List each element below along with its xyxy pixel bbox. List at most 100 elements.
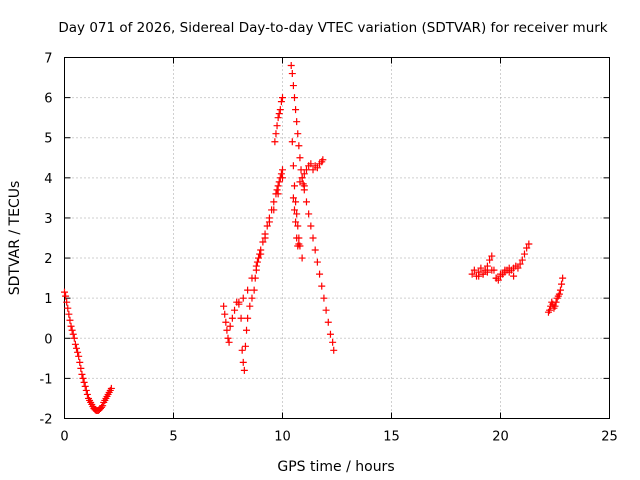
data-point: [311, 246, 319, 254]
plot-frame: [64, 57, 610, 419]
data-point: [290, 94, 298, 102]
data-point: [63, 298, 71, 306]
data-point: [294, 130, 302, 138]
data-point: [75, 352, 83, 360]
data-point: [225, 338, 233, 346]
data-point: [309, 234, 317, 242]
data-point: [279, 166, 286, 174]
data-point: [223, 326, 231, 334]
data-point: [78, 370, 86, 378]
data-point: [239, 358, 247, 366]
data-point: [324, 318, 332, 326]
data-point: [81, 382, 89, 390]
data-point: [243, 326, 251, 334]
data-point: [290, 206, 298, 214]
data-point: [70, 334, 78, 342]
data-point: [275, 178, 283, 186]
data-point: [300, 186, 308, 194]
x-tick-label: 5: [169, 430, 177, 445]
data-point: [64, 304, 72, 312]
data-point: [497, 270, 504, 278]
data-point: [252, 262, 260, 270]
x-tick-label: 10: [274, 430, 291, 445]
data-point: [235, 298, 243, 306]
data-point: [556, 286, 564, 294]
axis-ticks: 0 5 10 15 20 25 -2 -1 0 1 2 3 4 5 6 7: [40, 52, 618, 445]
data-point: [293, 234, 301, 242]
data-point: [326, 330, 334, 338]
data-point: [99, 402, 107, 410]
data-point: [296, 154, 304, 162]
chart-title: Day 071 of 2026, Sidereal Day-to-day VTE…: [58, 20, 607, 36]
data-point: [77, 364, 85, 372]
x-tick-label: 25: [601, 430, 618, 445]
data-point: [488, 266, 496, 274]
data-point: [477, 264, 485, 272]
y-tick-label: 3: [44, 212, 52, 227]
data-point: [224, 334, 232, 342]
data-point: [516, 260, 524, 268]
data-point: [277, 170, 285, 178]
data-point: [221, 310, 229, 318]
data-point: [294, 222, 302, 230]
data-point: [322, 306, 330, 314]
data-point: [66, 316, 74, 324]
data-point: [270, 198, 278, 206]
x-tick-label: 15: [383, 430, 400, 445]
data-point: [271, 138, 279, 146]
data-point: [71, 340, 79, 348]
data-point: [483, 262, 491, 270]
data-point: [231, 306, 239, 314]
y-tick-label: -2: [40, 413, 53, 428]
data-point: [468, 270, 476, 278]
data-point: [523, 244, 531, 252]
data-point: [67, 322, 75, 330]
data-point: [279, 94, 286, 102]
data-point: [107, 384, 115, 392]
data-point: [300, 170, 308, 178]
data-point: [68, 326, 76, 334]
data-point: [313, 164, 321, 172]
data-point: [76, 358, 84, 366]
data-point: [246, 302, 254, 310]
data-point: [65, 310, 73, 318]
data-point: [292, 218, 300, 226]
data-point: [69, 330, 77, 338]
data-point: [74, 348, 82, 356]
data-points: [61, 62, 567, 414]
data-point: [279, 174, 286, 182]
data-point: [248, 294, 256, 302]
data-point: [486, 256, 494, 264]
data-point: [302, 166, 310, 174]
data-point: [62, 292, 70, 300]
data-point: [510, 272, 518, 280]
data-point: [559, 274, 567, 282]
data-point: [296, 178, 304, 186]
data-point: [287, 62, 295, 70]
data-point: [240, 366, 248, 374]
data-point: [241, 342, 249, 350]
data-point: [551, 302, 559, 310]
data-point: [307, 222, 315, 230]
data-point: [483, 268, 491, 276]
data-point: [222, 318, 230, 326]
data-point: [270, 206, 278, 214]
x-tick-label: 0: [60, 430, 68, 445]
data-point: [274, 114, 282, 122]
data-point: [330, 346, 338, 354]
data-point: [272, 130, 280, 138]
data-point: [479, 270, 487, 278]
data-point: [253, 258, 261, 266]
data-point: [239, 294, 247, 302]
data-point: [318, 282, 326, 290]
data-point: [220, 302, 228, 310]
data-point: [289, 194, 297, 202]
data-point: [292, 106, 300, 114]
data-point: [237, 314, 245, 322]
y-tick-label: 1: [44, 292, 52, 307]
data-point: [265, 218, 273, 226]
data-point: [288, 138, 296, 146]
data-point: [255, 254, 263, 262]
data-point: [248, 274, 256, 282]
